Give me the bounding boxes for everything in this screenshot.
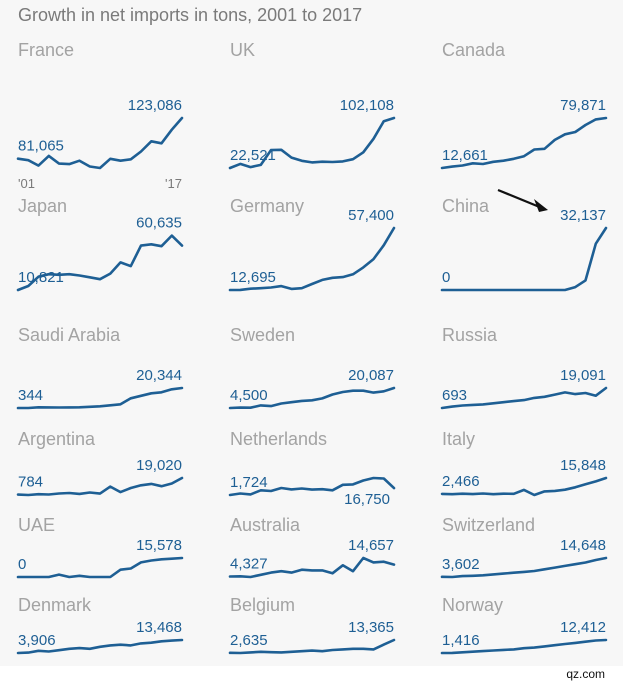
start-value-label-netherlands: 1,724 <box>230 474 268 491</box>
country-label-france: France <box>18 40 74 60</box>
end-value-label-belgium: 13,365 <box>348 619 394 636</box>
x-axis-end-label: '17 <box>165 176 182 191</box>
end-value-label-canada: 79,871 <box>560 97 606 114</box>
end-value-label-australia: 14,657 <box>348 537 394 554</box>
panel-argentina: Argentina 784 19,020 <box>16 429 184 497</box>
panels-grid: France 81,065 123,086 '01 '17 UK 22,521 102,108… <box>16 40 608 655</box>
credit-label: qz.com <box>566 667 605 681</box>
start-value-label-germany: 12,695 <box>230 269 276 286</box>
annotation-arrow-shaft <box>497 188 543 210</box>
chart-title: Growth in net imports in tons, 2001 to 2… <box>18 5 362 25</box>
panel-netherlands: Netherlands 1,724 16,750 <box>228 429 396 508</box>
start-value-label-argentina: 784 <box>18 474 43 491</box>
panel-canada: Canada 12,661 79,871 <box>440 40 608 170</box>
panel-uae: UAE 0 15,578 <box>16 515 184 579</box>
start-value-label-france: 81,065 <box>18 138 64 155</box>
x-axis-start-label: '01 <box>18 176 35 191</box>
start-value-label-sweden: 4,500 <box>230 387 268 404</box>
end-value-label-japan: 60,635 <box>136 215 182 232</box>
country-label-japan: Japan <box>18 196 67 216</box>
end-value-label-switzerland: 14,648 <box>560 537 606 554</box>
start-value-label-switzerland: 3,602 <box>442 556 480 573</box>
annotation-arrow-head <box>534 199 548 212</box>
end-value-label-sweden: 20,087 <box>348 367 394 384</box>
end-value-label-france: 123,086 <box>128 97 182 114</box>
end-value-label-denmark: 13,468 <box>136 619 182 636</box>
series-line-uae <box>16 556 184 579</box>
country-label-uk: UK <box>230 40 255 60</box>
end-value-label-uae: 15,578 <box>136 537 182 554</box>
country-label-denmark: Denmark <box>18 595 92 615</box>
start-value-label-saudi-arabia: 344 <box>18 387 43 404</box>
end-value-label-netherlands: 16,750 <box>344 491 390 508</box>
panel-australia: Australia 4,327 14,657 <box>228 515 396 579</box>
panel-france: France 81,065 123,086 '01 '17 <box>16 40 184 191</box>
panel-japan: Japan 10,821 60,635 <box>16 196 184 292</box>
panel-belgium: Belgium 2,635 13,365 <box>228 595 396 655</box>
panel-italy: Italy 2,466 15,848 <box>440 429 608 497</box>
end-value-label-china: 32,137 <box>560 207 606 224</box>
country-label-germany: Germany <box>230 196 304 216</box>
panel-uk: UK 22,521 102,108 <box>228 40 396 170</box>
country-label-saudi-arabia: Saudi Arabia <box>18 325 121 345</box>
end-value-label-russia: 19,091 <box>560 367 606 384</box>
country-label-uae: UAE <box>18 515 55 535</box>
start-value-label-norway: 1,416 <box>442 632 480 649</box>
start-value-label-uk: 22,521 <box>230 147 276 164</box>
country-label-argentina: Argentina <box>18 429 96 449</box>
country-label-sweden: Sweden <box>230 325 295 345</box>
end-value-label-germany: 57,400 <box>348 207 394 224</box>
country-label-canada: Canada <box>442 40 506 60</box>
end-value-label-saudi-arabia: 20,344 <box>136 367 182 384</box>
start-value-label-uae: 0 <box>18 556 26 573</box>
end-value-label-norway: 12,412 <box>560 619 606 636</box>
panel-denmark: Denmark 3,906 13,468 <box>16 595 184 655</box>
start-value-label-canada: 12,661 <box>442 147 488 164</box>
start-value-label-belgium: 2,635 <box>230 632 268 649</box>
country-label-netherlands: Netherlands <box>230 429 327 449</box>
end-value-label-italy: 15,848 <box>560 457 606 474</box>
country-label-switzerland: Switzerland <box>442 515 535 535</box>
panel-norway: Norway 1,416 12,412 <box>440 595 608 655</box>
end-value-label-uk: 102,108 <box>340 97 394 114</box>
start-value-label-japan: 10,821 <box>18 269 64 286</box>
country-label-italy: Italy <box>442 429 475 449</box>
end-value-label-argentina: 19,020 <box>136 457 182 474</box>
start-value-label-russia: 693 <box>442 387 467 404</box>
panel-russia: Russia 693 19,091 <box>440 325 608 410</box>
panel-sweden: Sweden 4,500 20,087 <box>228 325 396 410</box>
panel-switzerland: Switzerland 3,602 14,648 <box>440 515 608 579</box>
credit-bar: qz.com <box>0 666 623 686</box>
country-label-belgium: Belgium <box>230 595 295 615</box>
series-line-china <box>440 226 608 292</box>
start-value-label-denmark: 3,906 <box>18 632 56 649</box>
country-label-norway: Norway <box>442 595 503 615</box>
start-value-label-italy: 2,466 <box>442 473 480 490</box>
start-value-label-china: 0 <box>442 269 450 286</box>
start-value-label-australia: 4,327 <box>230 556 268 573</box>
country-label-russia: Russia <box>442 325 498 345</box>
panel-germany: Germany 12,695 57,400 <box>228 196 396 292</box>
country-label-china: China <box>442 196 490 216</box>
panel-china: China 0 32,137 <box>440 188 608 292</box>
panel-saudi-arabia: Saudi Arabia 344 20,344 <box>16 325 184 410</box>
country-label-australia: Australia <box>230 515 301 535</box>
